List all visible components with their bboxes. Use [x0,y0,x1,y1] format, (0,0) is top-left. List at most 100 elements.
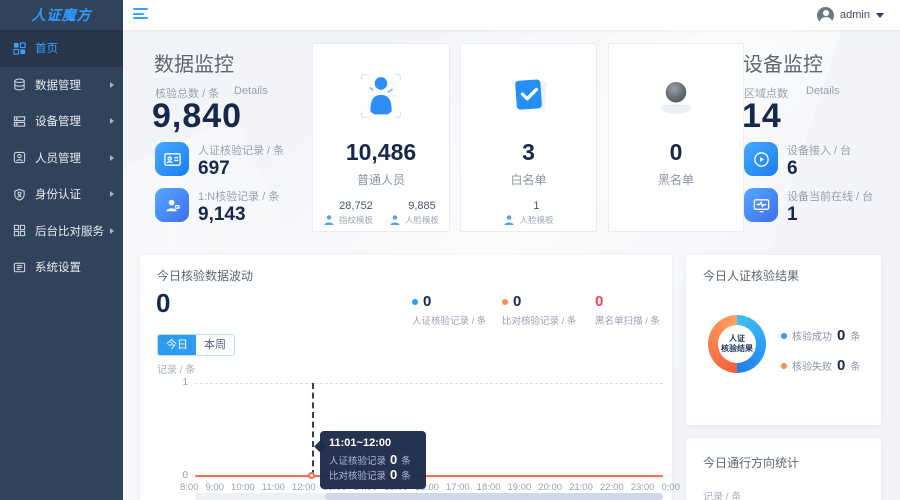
fluctuation-total: 0 [156,288,171,318]
play-circle-icon [744,142,778,176]
stat-label: 人证核验记录 / 条 [198,145,285,157]
stat-row: 设备接入 / 台 6 [744,142,851,179]
card-normal-person: 10,486 普通人员 28,752 指纹模板 9,885 人脸模板 [312,43,450,232]
database-icon [13,78,26,91]
total-verify-value: 9,840 [152,97,243,135]
tab-week[interactable]: 本周 [196,335,234,355]
verify-result-legend: 核验成功 0 条 核验失败 0 条 [781,327,860,374]
blacklist-sphere-icon [648,52,704,140]
legend-value: 0 [513,293,522,310]
sidebar-item-data-mgmt[interactable]: 数据管理 [0,67,123,104]
direction-stats-panel: 今日通行方向统计 记录 / 条 [686,438,881,500]
x-axis-tick: 18:00 [476,482,501,493]
x-axis-tick: 19:00 [507,482,532,493]
substat-value: 28,752 [339,200,373,212]
x-axis-tick: 11:00 [261,482,285,493]
tab-today[interactable]: 今日 [158,335,196,355]
verify-result-donut: 人证 核验结果 [708,315,766,373]
person-3d-icon [352,52,410,140]
sidebar-item-label: 后台比对服务 [35,225,104,238]
sidebar-item-identity-auth[interactable]: 身份认证 [0,176,123,213]
sidebar-item-label: 人员管理 [35,152,81,165]
card-substats: 1 人脸模板 [503,200,554,226]
substat-label: 人脸模板 [405,215,440,225]
datazoom-thumb[interactable] [325,493,663,500]
data-monitor-title: 数据监控 [154,54,234,76]
sidebar-item-label: 首页 [35,43,58,56]
sidebar-item-label: 系统设置 [35,262,81,275]
topbar: admin [123,0,900,30]
card-label: 普通人员 [356,173,405,187]
area-count-label: 区域点数 [744,88,788,100]
identity-shield-icon [13,188,26,201]
sidebar-item-home[interactable]: 首页 [0,30,123,67]
card-label: 黑名单 [657,173,694,187]
donut-center-line2: 核验结果 [721,344,753,353]
donut-center-line1: 人证 [729,334,745,343]
person-mini-icon [503,213,515,225]
legend-item-success[interactable]: 核验成功 0 条 [781,327,860,344]
x-axis-tick: 21:00 [569,482,593,493]
legend-item-idverify[interactable]: 0 人证核验记录 / 条 [412,293,486,327]
x-axis-tick: 10:00 [231,482,255,493]
legend-label: 核验失败 [792,362,832,373]
card-value: 3 [522,139,535,165]
donut-center-label: 人证 核验结果 [718,325,756,363]
hover-point-marker [308,472,315,479]
card-blacklist: 0 黑名单 [608,43,744,232]
sidebar-item-people-mgmt[interactable]: 人员管理 [0,140,123,177]
tooltip-unit: 条 [401,456,411,467]
substat-value: 9,885 [408,200,436,212]
sidebar-item-label: 数据管理 [35,79,81,92]
legend-dot-orange [781,362,787,369]
stat-label: 设备接入 / 台 [787,145,852,157]
device-monitor-title: 设备监控 [743,54,823,76]
person-mini-icon [389,213,401,225]
legend-label: 比对核验记录 / 条 [502,316,577,327]
legend-item-fail[interactable]: 核验失败 0 条 [781,357,860,374]
home-icon [13,42,26,55]
x-axis-tick: 0:00 [661,482,680,493]
legend-label: 人证核验记录 / 条 [412,316,487,327]
tooltip-unit: 条 [401,471,411,482]
chevron-right-icon [110,227,114,234]
data-monitor-details-link[interactable]: Details [234,85,268,97]
series-line-zero [195,475,663,477]
chevron-right-icon [110,118,114,125]
fluctuation-title: 今日核验数据波动 [157,269,254,283]
x-axis-line [195,477,663,478]
card-value: 10,486 [345,139,417,165]
legend-value: 0 [423,293,432,310]
stat-label: 设备当前在线 / 台 [787,191,874,203]
id-card-icon [155,142,189,176]
sidebar-item-system-settings[interactable]: 系统设置 [0,249,123,286]
verify-result-panel: 今日人证核验结果 人证 核验结果 核验成功 0 条 核验失败 0 条 [686,255,881,425]
sidebar-collapse-icon[interactable] [133,8,149,22]
legend-item-blacklist[interactable]: 0 黑名单扫描 / 条 [595,293,660,327]
x-axis-labels: 8:009:0010:0011:0012:0013:0014:0015:0016… [180,482,680,493]
stat-row: 设备当前在线 / 台 1 [744,188,873,225]
compare-grid-icon [13,224,26,237]
sidebar-item-device-mgmt[interactable]: 设备管理 [0,103,123,140]
sidebar-item-backend-compare[interactable]: 后台比对服务 [0,213,123,250]
hover-dashed-line [312,383,314,476]
x-axis-tick: 23:00 [630,482,655,493]
substat-face: 9,885 人脸模板 [389,200,439,226]
user-menu[interactable]: admin [817,0,884,30]
chevron-right-icon [110,191,114,198]
user-avatar [817,6,835,24]
y-tick-0: 0 [182,470,188,481]
user-name: admin [840,9,870,21]
tooltip-title: 11:01~12:00 [329,437,392,449]
x-axis-tick: 17:00 [445,482,470,493]
verify-result-title: 今日人证核验结果 [703,269,800,283]
device-monitor-details-link[interactable]: Details [806,85,840,97]
x-axis-tick: 9:00 [205,482,225,493]
person-mini-icon [323,213,335,225]
datazoom-track[interactable] [195,493,663,500]
chevron-right-icon [110,81,114,88]
legend-item-compare[interactable]: 0 比对核验记录 / 条 [502,293,576,327]
chevron-down-icon [876,13,884,18]
y-axis-label: 记录 / 条 [157,365,196,376]
